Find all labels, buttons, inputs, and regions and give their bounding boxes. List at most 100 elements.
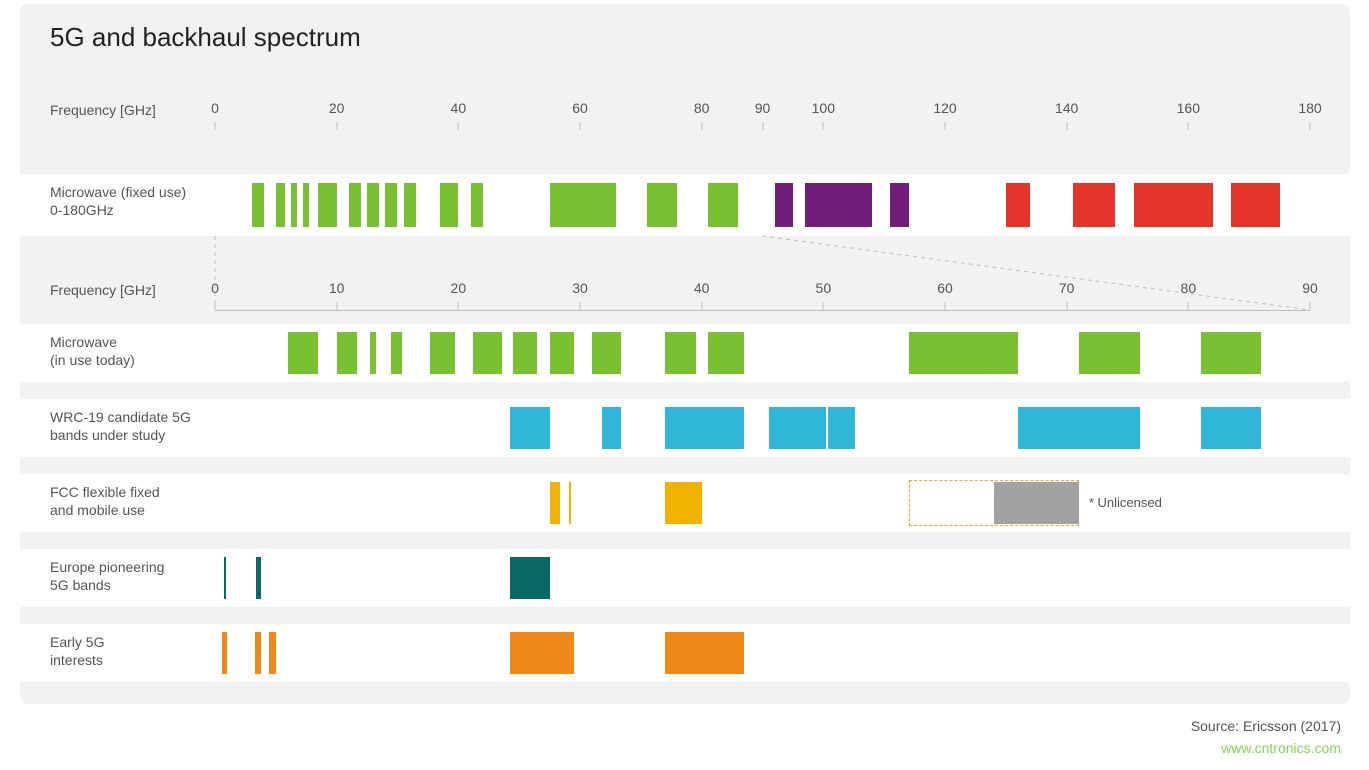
axis-tick xyxy=(580,122,581,130)
chart-title: 5G and backhaul spectrum xyxy=(50,22,361,53)
band xyxy=(1073,183,1116,227)
band xyxy=(404,183,416,227)
axis-tick xyxy=(336,302,337,310)
axis-tick-label: 70 xyxy=(1059,280,1075,296)
watermark-label: www.cntronics.com xyxy=(1221,740,1341,756)
band xyxy=(430,332,454,374)
band xyxy=(252,183,264,227)
axis-tick xyxy=(823,302,824,310)
source-label: Source: Ericsson (2017) xyxy=(1191,718,1341,734)
axis-tick xyxy=(458,302,459,310)
band xyxy=(1018,407,1140,449)
axis-tick-label: 20 xyxy=(451,280,467,296)
band xyxy=(665,482,702,524)
band xyxy=(385,183,397,227)
band xyxy=(513,332,537,374)
axis-tick xyxy=(701,302,702,310)
band xyxy=(1134,183,1213,227)
band xyxy=(440,183,458,227)
axis-tick-label: 160 xyxy=(1177,100,1200,116)
band xyxy=(805,183,872,227)
axis-tick-label: 50 xyxy=(816,280,832,296)
band xyxy=(828,407,855,449)
row-label-fcc: FCC flexible fixed and mobile use xyxy=(50,484,160,519)
band xyxy=(775,183,793,227)
axis-tick-label: 20 xyxy=(329,100,345,116)
band xyxy=(769,407,826,449)
band xyxy=(222,632,226,674)
axis-tick xyxy=(945,122,946,130)
band xyxy=(269,632,276,674)
band-area xyxy=(215,632,1310,674)
axis-tick xyxy=(215,302,216,310)
band xyxy=(349,183,361,227)
band xyxy=(256,557,261,599)
axis-tick-label: 140 xyxy=(1055,100,1078,116)
band xyxy=(909,332,1019,374)
chart-card: 5G and backhaul spectrum Frequency [GHz]… xyxy=(20,4,1350,704)
axis-tick-label: 10 xyxy=(329,280,345,296)
axis-tick xyxy=(1188,302,1189,310)
band xyxy=(1231,183,1280,227)
band xyxy=(665,332,695,374)
band xyxy=(569,482,571,524)
row-label-microwave-fixed: Microwave (fixed use) 0-180GHz xyxy=(50,184,186,219)
axis-tick xyxy=(580,302,581,310)
row-label-microwave_today: Microwave (in use today) xyxy=(50,334,135,369)
band xyxy=(367,183,379,227)
band xyxy=(890,183,908,227)
axis-tick xyxy=(701,122,702,130)
axis-tick xyxy=(215,122,216,130)
axis-tick-label: 40 xyxy=(451,100,467,116)
axis-tick xyxy=(1066,302,1067,310)
axis-tick-label: 90 xyxy=(1302,280,1318,296)
axis-tick-label: 30 xyxy=(572,280,588,296)
band xyxy=(1006,183,1030,227)
axis-tick-label: 60 xyxy=(572,100,588,116)
band xyxy=(224,557,226,599)
band xyxy=(1201,332,1262,374)
axis-tick xyxy=(336,122,337,130)
band xyxy=(994,482,1079,524)
band xyxy=(276,183,285,227)
band xyxy=(255,632,261,674)
row-label-europe: Europe pioneering 5G bands xyxy=(50,559,164,594)
axis-tick xyxy=(1310,122,1311,130)
band xyxy=(1201,407,1262,449)
axis-tick-label: 120 xyxy=(933,100,956,116)
unlicensed-label: * Unlicensed xyxy=(1089,495,1162,510)
axis-tick xyxy=(1310,302,1311,310)
band xyxy=(473,332,502,374)
axis-tick xyxy=(1066,122,1067,130)
band xyxy=(303,183,309,227)
band xyxy=(550,482,560,524)
band xyxy=(550,183,617,227)
axis-tick-label: 0 xyxy=(211,280,219,296)
band xyxy=(1079,332,1140,374)
axis-tick-label: 40 xyxy=(694,280,710,296)
band-area xyxy=(215,407,1310,449)
band-area xyxy=(215,557,1310,599)
axis-tick-label: 60 xyxy=(937,280,953,296)
axis-tick xyxy=(823,122,824,130)
band xyxy=(337,332,358,374)
axis-tick xyxy=(945,302,946,310)
band xyxy=(550,332,574,374)
axis-tick xyxy=(1188,122,1189,130)
axis-label-bot: Frequency [GHz] xyxy=(50,282,156,298)
band xyxy=(665,632,744,674)
band xyxy=(708,332,745,374)
axis-tick-label: 0 xyxy=(211,100,219,116)
band xyxy=(370,332,377,374)
band xyxy=(471,183,483,227)
axis-tick xyxy=(458,122,459,130)
axis-label-top: Frequency [GHz] xyxy=(50,102,156,118)
row-label-early5g: Early 5G interests xyxy=(50,634,104,669)
band xyxy=(708,183,738,227)
band-area xyxy=(215,332,1310,374)
row-label-wrc19: WRC-19 candidate 5G bands under study xyxy=(50,409,191,444)
band xyxy=(391,332,401,374)
band-area xyxy=(215,183,1310,227)
band xyxy=(318,183,336,227)
axis-tick-label: 80 xyxy=(694,100,710,116)
